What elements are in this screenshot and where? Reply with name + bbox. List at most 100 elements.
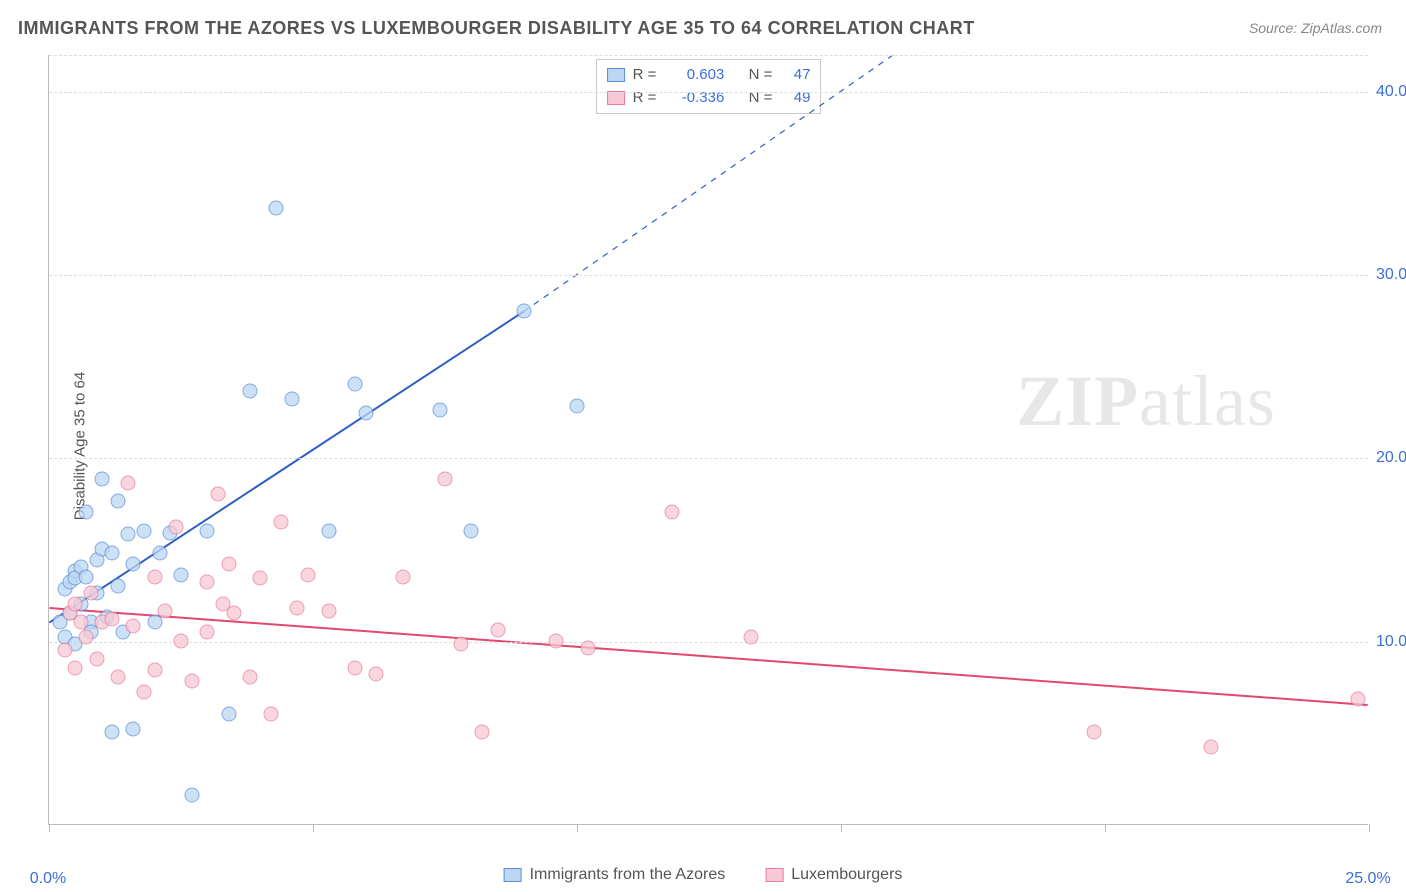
data-point-azores bbox=[121, 527, 136, 542]
data-point-lux bbox=[158, 604, 173, 619]
x-tick bbox=[577, 824, 578, 832]
x-tick-label: 0.0% bbox=[30, 870, 66, 888]
n-label: N = bbox=[749, 87, 773, 110]
source-label: Source: ZipAtlas.com bbox=[1249, 20, 1382, 36]
data-point-lux bbox=[665, 505, 680, 520]
x-tick bbox=[1105, 824, 1106, 832]
data-point-azores bbox=[269, 201, 284, 216]
watermark: ZIPatlas bbox=[1016, 360, 1276, 443]
legend-item: Immigrants from the Azores bbox=[504, 866, 726, 884]
data-point-azores bbox=[152, 545, 167, 560]
n-value: 49 bbox=[780, 87, 810, 110]
data-point-azores bbox=[137, 523, 152, 538]
y-tick-label: 20.0% bbox=[1376, 449, 1396, 467]
data-point-lux bbox=[242, 670, 257, 685]
data-point-lux bbox=[744, 630, 759, 645]
data-point-lux bbox=[73, 615, 88, 630]
correlation-legend: R = 0.603 N = 47 R = -0.336 N = 49 bbox=[596, 59, 822, 114]
data-point-azores bbox=[348, 377, 363, 392]
swatch-lux bbox=[607, 91, 625, 105]
legend-row-azores: R = 0.603 N = 47 bbox=[607, 64, 811, 87]
r-label: R = bbox=[633, 87, 657, 110]
n-value: 47 bbox=[780, 64, 810, 87]
data-point-lux bbox=[210, 487, 225, 502]
data-point-lux bbox=[274, 514, 289, 529]
legend-row-lux: R = -0.336 N = 49 bbox=[607, 87, 811, 110]
data-point-lux bbox=[89, 652, 104, 667]
data-point-lux bbox=[200, 624, 215, 639]
data-point-lux bbox=[474, 725, 489, 740]
data-point-lux bbox=[57, 642, 72, 657]
chart-title: IMMIGRANTS FROM THE AZORES VS LUXEMBOURG… bbox=[18, 18, 975, 39]
y-tick-label: 40.0% bbox=[1376, 83, 1396, 101]
data-point-azores bbox=[78, 569, 93, 584]
data-point-azores bbox=[110, 578, 125, 593]
data-point-lux bbox=[121, 476, 136, 491]
gridline-h bbox=[49, 642, 1368, 643]
data-point-lux bbox=[147, 569, 162, 584]
data-point-azores bbox=[464, 523, 479, 538]
data-point-lux bbox=[68, 597, 83, 612]
chart-container: IMMIGRANTS FROM THE AZORES VS LUXEMBOURG… bbox=[0, 0, 1406, 892]
data-point-lux bbox=[200, 575, 215, 590]
r-value: -0.336 bbox=[664, 87, 724, 110]
data-point-azores bbox=[242, 384, 257, 399]
r-label: R = bbox=[633, 64, 657, 87]
data-point-lux bbox=[263, 707, 278, 722]
data-point-lux bbox=[453, 637, 468, 652]
x-tick bbox=[841, 824, 842, 832]
data-point-lux bbox=[548, 633, 563, 648]
data-point-azores bbox=[517, 303, 532, 318]
data-point-lux bbox=[221, 556, 236, 571]
data-point-azores bbox=[200, 523, 215, 538]
x-tick bbox=[313, 824, 314, 832]
data-point-azores bbox=[184, 787, 199, 802]
data-point-lux bbox=[174, 633, 189, 648]
data-point-azores bbox=[284, 391, 299, 406]
data-point-azores bbox=[110, 494, 125, 509]
data-point-lux bbox=[300, 567, 315, 582]
series-legend: Immigrants from the Azores Luxembourgers bbox=[504, 866, 903, 884]
data-point-lux bbox=[168, 520, 183, 535]
data-point-lux bbox=[226, 606, 241, 621]
data-point-lux bbox=[395, 569, 410, 584]
data-point-lux bbox=[84, 586, 99, 601]
data-point-azores bbox=[570, 399, 585, 414]
data-point-azores bbox=[126, 721, 141, 736]
data-point-azores bbox=[321, 523, 336, 538]
r-value: 0.603 bbox=[664, 64, 724, 87]
x-tick-label: 25.0% bbox=[1345, 870, 1390, 888]
data-point-lux bbox=[147, 663, 162, 678]
gridline-h bbox=[49, 275, 1368, 276]
data-point-lux bbox=[1203, 740, 1218, 755]
data-point-azores bbox=[358, 406, 373, 421]
data-point-lux bbox=[369, 666, 384, 681]
data-point-azores bbox=[105, 545, 120, 560]
x-tick bbox=[1369, 824, 1370, 832]
data-point-azores bbox=[105, 725, 120, 740]
data-point-lux bbox=[321, 604, 336, 619]
data-point-lux bbox=[126, 619, 141, 634]
data-point-azores bbox=[126, 556, 141, 571]
data-point-lux bbox=[290, 600, 305, 615]
data-point-azores bbox=[94, 472, 109, 487]
data-point-azores bbox=[174, 567, 189, 582]
legend-label: Luxembourgers bbox=[791, 866, 902, 884]
gridline-h bbox=[49, 458, 1368, 459]
data-point-azores bbox=[221, 707, 236, 722]
data-point-lux bbox=[348, 661, 363, 676]
data-point-azores bbox=[432, 402, 447, 417]
data-point-lux bbox=[580, 641, 595, 656]
legend-swatch bbox=[765, 868, 783, 882]
data-point-lux bbox=[1351, 692, 1366, 707]
n-label: N = bbox=[749, 64, 773, 87]
y-tick-label: 10.0% bbox=[1376, 633, 1396, 651]
swatch-azores bbox=[607, 68, 625, 82]
data-point-lux bbox=[184, 674, 199, 689]
gridline-h bbox=[49, 55, 1368, 56]
data-point-lux bbox=[110, 670, 125, 685]
data-point-lux bbox=[438, 472, 453, 487]
data-point-lux bbox=[78, 630, 93, 645]
data-point-lux bbox=[1087, 725, 1102, 740]
legend-item: Luxembourgers bbox=[765, 866, 902, 884]
